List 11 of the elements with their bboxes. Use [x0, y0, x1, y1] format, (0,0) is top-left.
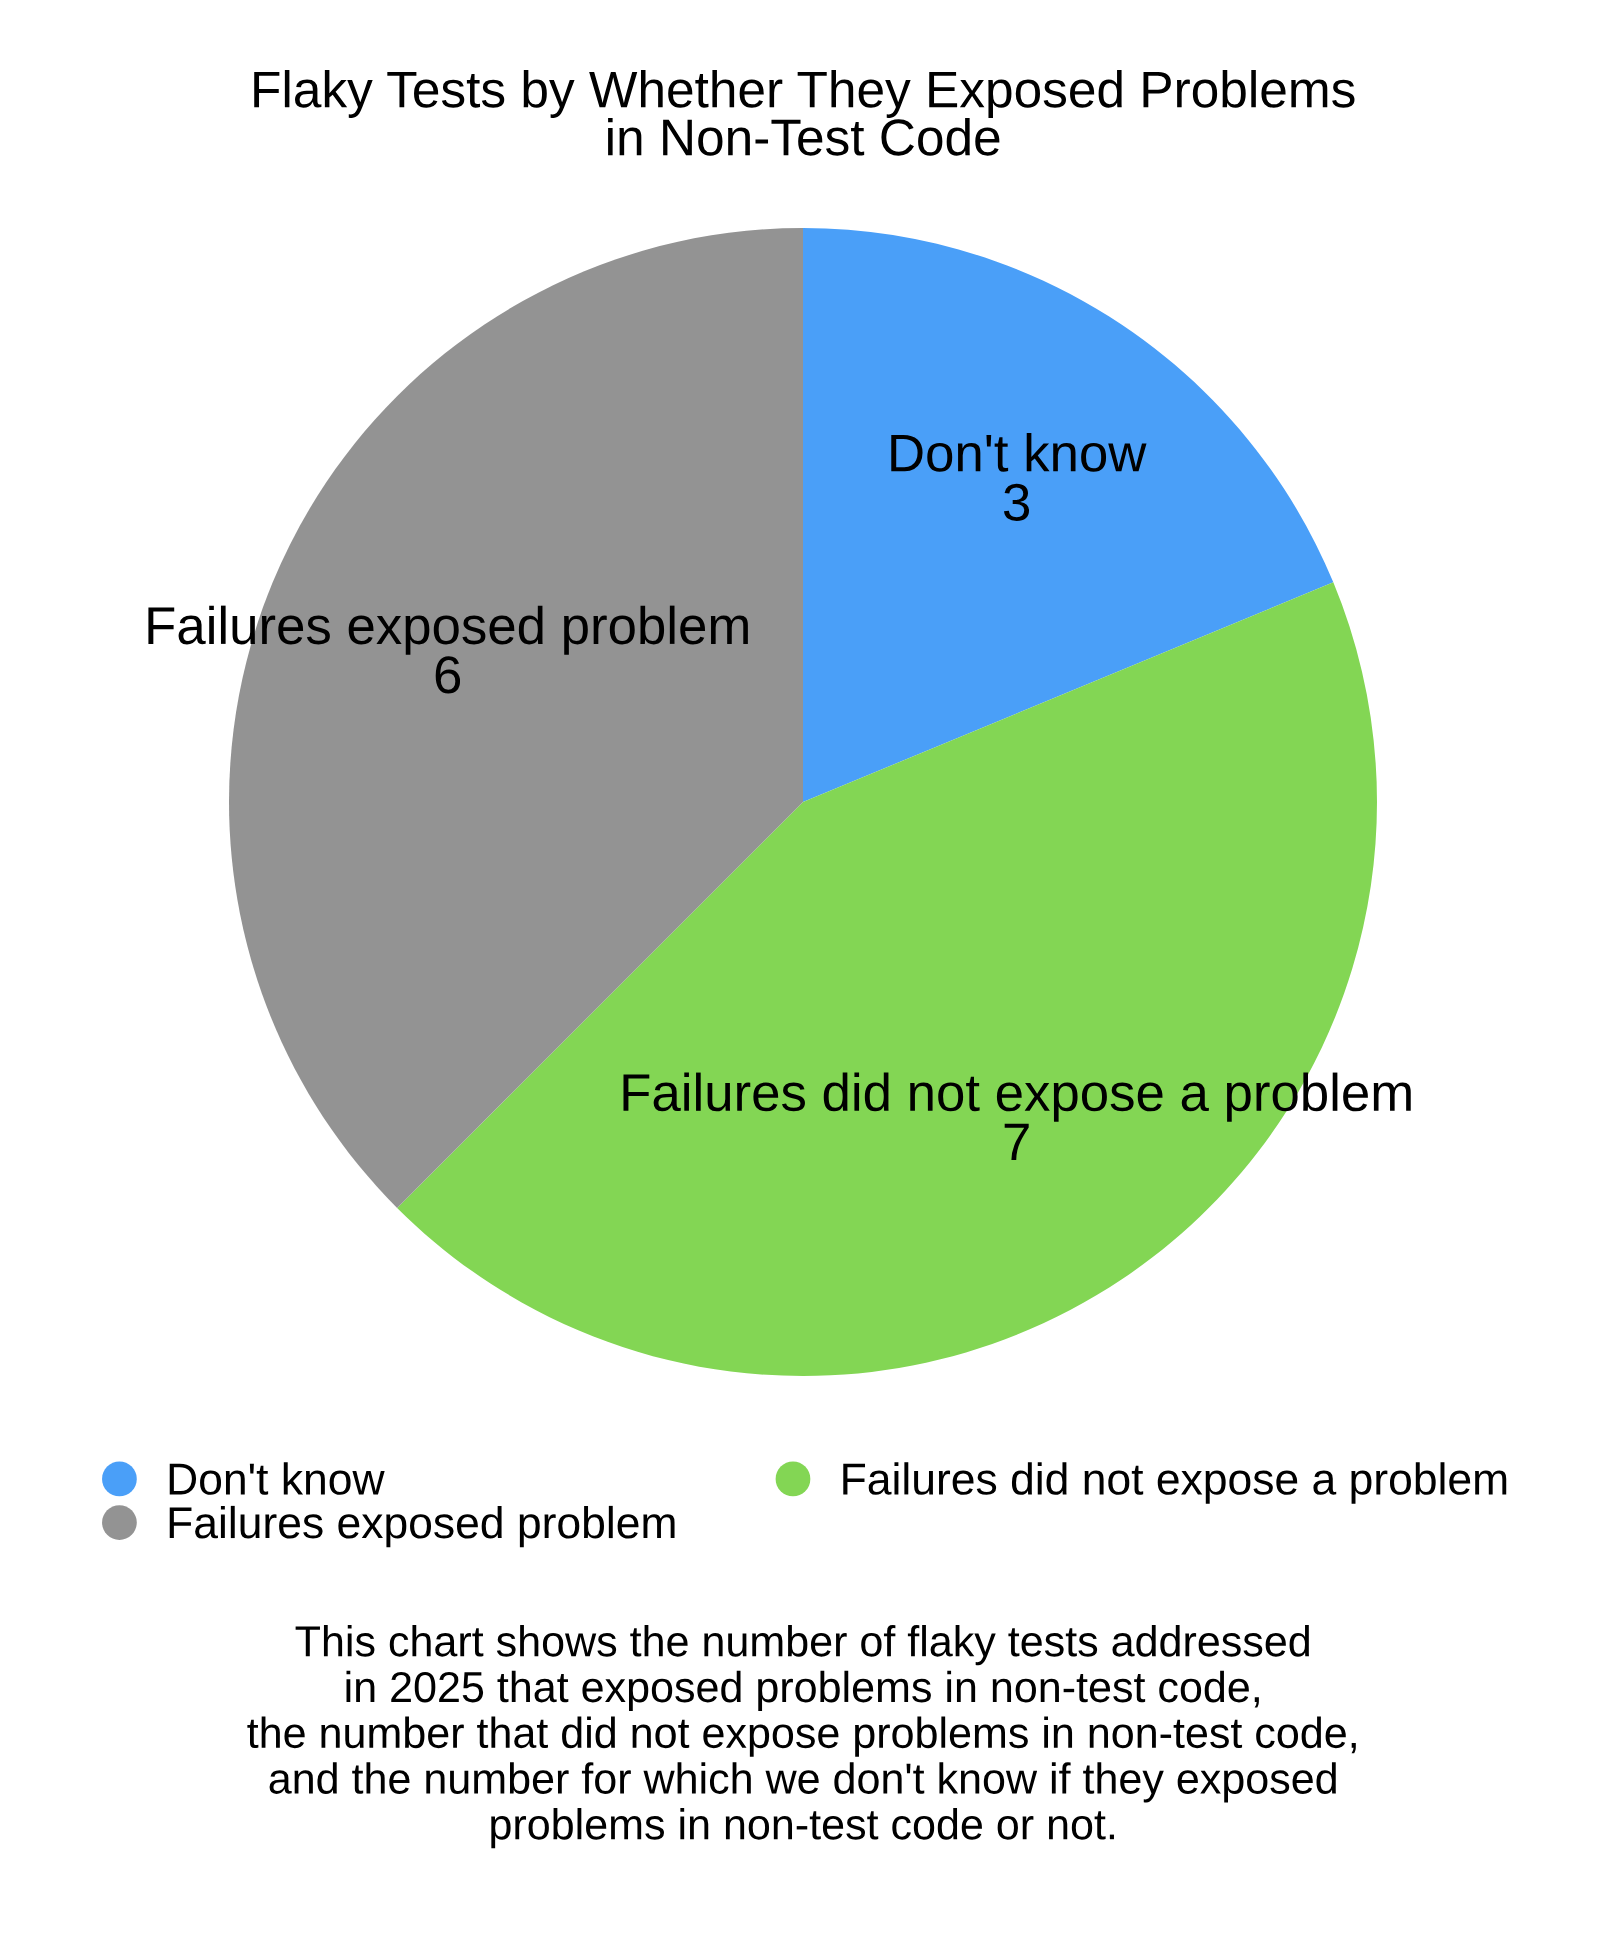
data-label: 7: [1004, 1123, 1029, 1161]
chart-title: Flaky Tests by Whether They Exposed Problems in Non-Test Code: [254, 70, 1355, 156]
data-label: 3: [1004, 483, 1030, 521]
slice-label: Failures exposed problem: [148, 605, 748, 655]
pie-slice: [803, 228, 1334, 802]
legend-label: Don't know: [169, 1462, 385, 1495]
data-label: 6: [435, 656, 461, 694]
legend-label: Failures exposed problem: [169, 1505, 675, 1548]
text: This chart shows the number of flaky tests addressed in 2025 that exposed problems in non-test code, the number that did not expose problems in non-test code, and the number for which we don't know if they exposed problems in non-test code or not.: [247, 1625, 1356, 1849]
slice-label: Don't know: [891, 433, 1147, 472]
legend-label: Failures did not expose a problem: [843, 1462, 1507, 1504]
